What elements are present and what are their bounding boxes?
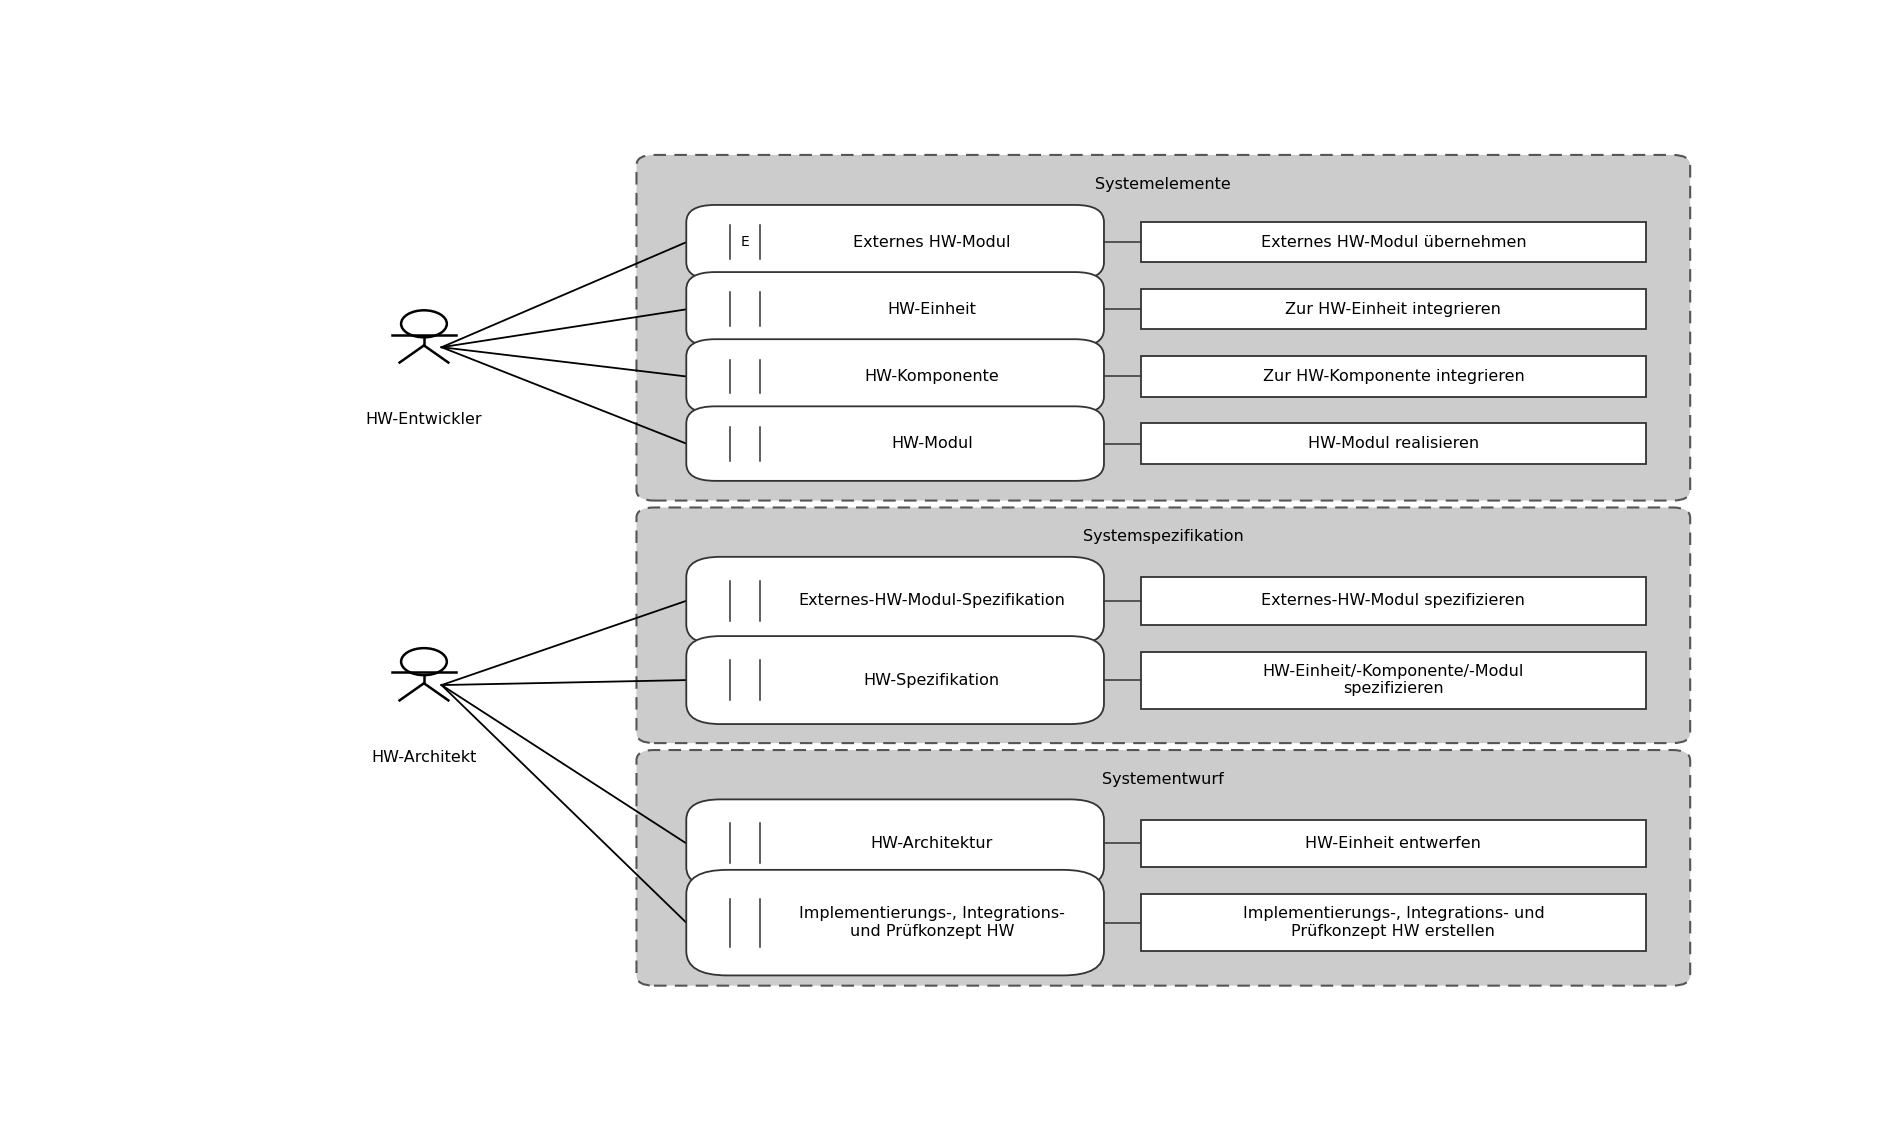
Bar	[1140, 894, 1647, 951]
Text: Zur HW-Komponente integrieren: Zur HW-Komponente integrieren	[1263, 369, 1524, 384]
Text: HW-Entwickler: HW-Entwickler	[365, 412, 482, 428]
Text: HW-Architektur: HW-Architektur	[870, 836, 993, 850]
Text: Externes-HW-Modul spezifizieren: Externes-HW-Modul spezifizieren	[1261, 593, 1526, 609]
Bar	[1140, 222, 1647, 262]
Text: HW-Einheit: HW-Einheit	[887, 302, 976, 317]
Bar	[1140, 577, 1647, 624]
Text: Externes HW-Modul übernehmen: Externes HW-Modul übernehmen	[1261, 235, 1526, 250]
Text: Systementwurf: Systementwurf	[1102, 772, 1223, 788]
Text: HW-Einheit entwerfen: HW-Einheit entwerfen	[1305, 836, 1481, 850]
Text: Externes HW-Modul: Externes HW-Modul	[853, 235, 1010, 250]
FancyBboxPatch shape	[686, 406, 1104, 480]
FancyBboxPatch shape	[686, 205, 1104, 279]
Text: HW-Modul: HW-Modul	[891, 436, 972, 451]
Bar	[1140, 357, 1647, 397]
FancyBboxPatch shape	[686, 272, 1104, 346]
FancyBboxPatch shape	[686, 636, 1104, 724]
FancyBboxPatch shape	[637, 507, 1691, 744]
FancyBboxPatch shape	[686, 870, 1104, 975]
Text: E: E	[741, 235, 749, 250]
Text: Implementierungs-, Integrations- und
Prüfkonzept HW erstellen: Implementierungs-, Integrations- und Prü…	[1242, 907, 1545, 939]
Bar	[1140, 651, 1647, 709]
Text: Implementierungs-, Integrations-
und Prüfkonzept HW: Implementierungs-, Integrations- und Prü…	[798, 907, 1065, 939]
Text: HW-Komponente: HW-Komponente	[864, 369, 998, 384]
FancyBboxPatch shape	[637, 155, 1691, 501]
Text: HW-Modul realisieren: HW-Modul realisieren	[1309, 436, 1479, 451]
Bar	[1140, 289, 1647, 330]
Text: Systemelemente: Systemelemente	[1095, 177, 1231, 192]
FancyBboxPatch shape	[686, 557, 1104, 645]
Text: HW-Architekt: HW-Architekt	[371, 750, 477, 765]
FancyBboxPatch shape	[686, 800, 1104, 888]
FancyBboxPatch shape	[686, 340, 1104, 414]
Text: Systemspezifikation: Systemspezifikation	[1084, 530, 1244, 544]
Text: HW-Spezifikation: HW-Spezifikation	[864, 673, 1000, 687]
Text: Externes-HW-Modul-Spezifikation: Externes-HW-Modul-Spezifikation	[798, 593, 1065, 609]
Text: Zur HW-Einheit integrieren: Zur HW-Einheit integrieren	[1286, 302, 1501, 317]
FancyBboxPatch shape	[637, 750, 1691, 986]
Text: HW-Einheit/-Komponente/-Modul
spezifizieren: HW-Einheit/-Komponente/-Modul spezifizie…	[1263, 664, 1524, 696]
Bar	[1140, 820, 1647, 867]
Bar	[1140, 423, 1647, 464]
